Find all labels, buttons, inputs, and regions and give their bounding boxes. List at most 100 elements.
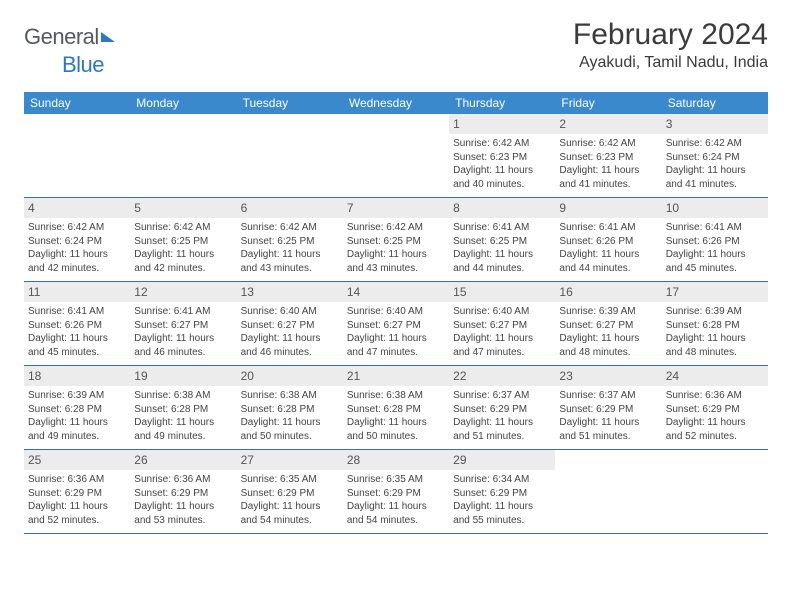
day-cell: 21Sunrise: 6:38 AMSunset: 6:28 PMDayligh… — [343, 366, 449, 449]
day-info: Sunrise: 6:41 AMSunset: 6:26 PMDaylight:… — [666, 221, 764, 275]
day-info: Sunrise: 6:34 AMSunset: 6:29 PMDaylight:… — [453, 473, 551, 527]
week-row: 1Sunrise: 6:42 AMSunset: 6:23 PMDaylight… — [24, 114, 768, 198]
day-info: Sunrise: 6:38 AMSunset: 6:28 PMDaylight:… — [134, 389, 232, 443]
day-info: Sunrise: 6:41 AMSunset: 6:26 PMDaylight:… — [28, 305, 126, 359]
calendar: Sunday Monday Tuesday Wednesday Thursday… — [24, 92, 768, 534]
calendar-page: General February 2024 Ayakudi, Tamil Nad… — [0, 0, 792, 552]
day-cell — [555, 450, 661, 533]
week-row: 25Sunrise: 6:36 AMSunset: 6:29 PMDayligh… — [24, 450, 768, 534]
day-info: Sunrise: 6:38 AMSunset: 6:28 PMDaylight:… — [241, 389, 339, 443]
day-number — [555, 450, 661, 470]
day-number: 14 — [343, 282, 449, 302]
day-number: 2 — [555, 114, 661, 134]
day-number: 7 — [343, 198, 449, 218]
day-info: Sunrise: 6:39 AMSunset: 6:28 PMDaylight:… — [28, 389, 126, 443]
day-cell — [130, 114, 236, 197]
day-cell: 29 Sunrise: 6:34 AMSunset: 6:29 PMDayligh… — [449, 450, 555, 533]
logo-triangle-icon — [101, 32, 115, 42]
day-cell: 5 Sunrise: 6:42 AMSunset: 6:25 PMDaylight… — [130, 198, 236, 281]
day-cell: 24Sunrise: 6:36 AMSunset: 6:29 PMDayligh… — [662, 366, 768, 449]
day-info: Sunrise: 6:42 AMSunset: 6:23 PMDaylight:… — [453, 137, 551, 191]
day-number: 28 — [343, 450, 449, 470]
day-info: Sunrise: 6:41 AMSunset: 6:25 PMDaylight:… — [453, 221, 551, 275]
day-number: 20 — [237, 366, 343, 386]
day-info: Sunrise: 6:40 AMSunset: 6:27 PMDaylight:… — [241, 305, 339, 359]
day-number: 22 — [449, 366, 555, 386]
day-number: 10 — [662, 198, 768, 218]
title-block: February 2024 Ayakudi, Tamil Nadu, India — [573, 18, 768, 72]
day-info: Sunrise: 6:36 AMSunset: 6:29 PMDaylight:… — [28, 473, 126, 527]
day-number: 16 — [555, 282, 661, 302]
day-number: 5 — [130, 198, 236, 218]
day-number: 19 — [130, 366, 236, 386]
day-number: 25 — [24, 450, 130, 470]
weekday-thu: Thursday — [449, 92, 555, 114]
day-info: Sunrise: 6:42 AMSunset: 6:25 PMDaylight:… — [347, 221, 445, 275]
day-cell: 3Sunrise: 6:42 AMSunset: 6:24 PMDaylight… — [662, 114, 768, 197]
day-number: 6 — [237, 198, 343, 218]
month-title: February 2024 — [573, 18, 768, 52]
day-cell: 19 Sunrise: 6:38 AMSunset: 6:28 PMDayligh… — [130, 366, 236, 449]
day-cell: 22 Sunrise: 6:37 AMSunset: 6:29 PMDayligh… — [449, 366, 555, 449]
day-cell: 27Sunrise: 6:35 AMSunset: 6:29 PMDayligh… — [237, 450, 343, 533]
day-cell: 20 Sunrise: 6:38 AMSunset: 6:28 PMDayligh… — [237, 366, 343, 449]
day-info: Sunrise: 6:41 AMSunset: 6:26 PMDaylight:… — [559, 221, 657, 275]
day-number: 15 — [449, 282, 555, 302]
day-cell: 12Sunrise: 6:41 AMSunset: 6:27 PMDayligh… — [130, 282, 236, 365]
day-info: Sunrise: 6:42 AMSunset: 6:23 PMDaylight:… — [559, 137, 657, 191]
day-cell: 15 Sunrise: 6:40 AMSunset: 6:27 PMDayligh… — [449, 282, 555, 365]
day-number: 8 — [449, 198, 555, 218]
day-number: 24 — [662, 366, 768, 386]
day-info: Sunrise: 6:39 AMSunset: 6:27 PMDaylight:… — [559, 305, 657, 359]
day-number: 11 — [24, 282, 130, 302]
logo-text-general: General — [24, 24, 99, 50]
day-cell — [662, 450, 768, 533]
day-info: Sunrise: 6:39 AMSunset: 6:28 PMDaylight:… — [666, 305, 764, 359]
day-cell: 17Sunrise: 6:39 AMSunset: 6:28 PMDayligh… — [662, 282, 768, 365]
day-cell — [343, 114, 449, 197]
day-number: 26 — [130, 450, 236, 470]
day-number — [237, 114, 343, 134]
day-info: Sunrise: 6:40 AMSunset: 6:27 PMDaylight:… — [347, 305, 445, 359]
day-cell: 10 Sunrise: 6:41 AMSunset: 6:26 PMDayligh… — [662, 198, 768, 281]
day-number — [130, 114, 236, 134]
day-number — [662, 450, 768, 470]
day-info: Sunrise: 6:38 AMSunset: 6:28 PMDaylight:… — [347, 389, 445, 443]
day-info: Sunrise: 6:40 AMSunset: 6:27 PMDaylight:… — [453, 305, 551, 359]
day-cell: 6Sunrise: 6:42 AMSunset: 6:25 PMDaylight… — [237, 198, 343, 281]
day-number: 4 — [24, 198, 130, 218]
weekday-header-row: Sunday Monday Tuesday Wednesday Thursday… — [24, 92, 768, 114]
week-row: 4Sunrise: 6:42 AMSunset: 6:24 PMDaylight… — [24, 198, 768, 282]
day-cell: 18Sunrise: 6:39 AMSunset: 6:28 PMDayligh… — [24, 366, 130, 449]
day-info: Sunrise: 6:42 AMSunset: 6:25 PMDaylight:… — [134, 221, 232, 275]
day-cell: 26 Sunrise: 6:36 AMSunset: 6:29 PMDayligh… — [130, 450, 236, 533]
day-cell: 11 Sunrise: 6:41 AMSunset: 6:26 PMDayligh… — [24, 282, 130, 365]
weekday-fri: Friday — [555, 92, 661, 114]
day-number: 13 — [237, 282, 343, 302]
logo-text-blue: Blue — [62, 52, 104, 77]
day-cell: 2 Sunrise: 6:42 AMSunset: 6:23 PMDaylight… — [555, 114, 661, 197]
weeks-container: 1Sunrise: 6:42 AMSunset: 6:23 PMDaylight… — [24, 114, 768, 534]
weekday-sat: Saturday — [662, 92, 768, 114]
logo: General — [24, 24, 119, 50]
day-cell: 4Sunrise: 6:42 AMSunset: 6:24 PMDaylight… — [24, 198, 130, 281]
day-info: Sunrise: 6:35 AMSunset: 6:29 PMDaylight:… — [347, 473, 445, 527]
day-cell — [24, 114, 130, 197]
location: Ayakudi, Tamil Nadu, India — [573, 54, 768, 72]
weekday-sun: Sunday — [24, 92, 130, 114]
day-number: 23 — [555, 366, 661, 386]
day-info: Sunrise: 6:42 AMSunset: 6:24 PMDaylight:… — [666, 137, 764, 191]
day-cell: 9 Sunrise: 6:41 AMSunset: 6:26 PMDaylight… — [555, 198, 661, 281]
day-info: Sunrise: 6:37 AMSunset: 6:29 PMDaylight:… — [453, 389, 551, 443]
day-number: 9 — [555, 198, 661, 218]
day-cell: 7 Sunrise: 6:42 AMSunset: 6:25 PMDaylight… — [343, 198, 449, 281]
day-info: Sunrise: 6:36 AMSunset: 6:29 PMDaylight:… — [134, 473, 232, 527]
week-row: 18Sunrise: 6:39 AMSunset: 6:28 PMDayligh… — [24, 366, 768, 450]
day-number: 1 — [449, 114, 555, 134]
weekday-tue: Tuesday — [237, 92, 343, 114]
day-cell: 8 Sunrise: 6:41 AMSunset: 6:25 PMDaylight… — [449, 198, 555, 281]
day-number: 29 — [449, 450, 555, 470]
day-info: Sunrise: 6:37 AMSunset: 6:29 PMDaylight:… — [559, 389, 657, 443]
weekday-mon: Monday — [130, 92, 236, 114]
day-number — [343, 114, 449, 134]
